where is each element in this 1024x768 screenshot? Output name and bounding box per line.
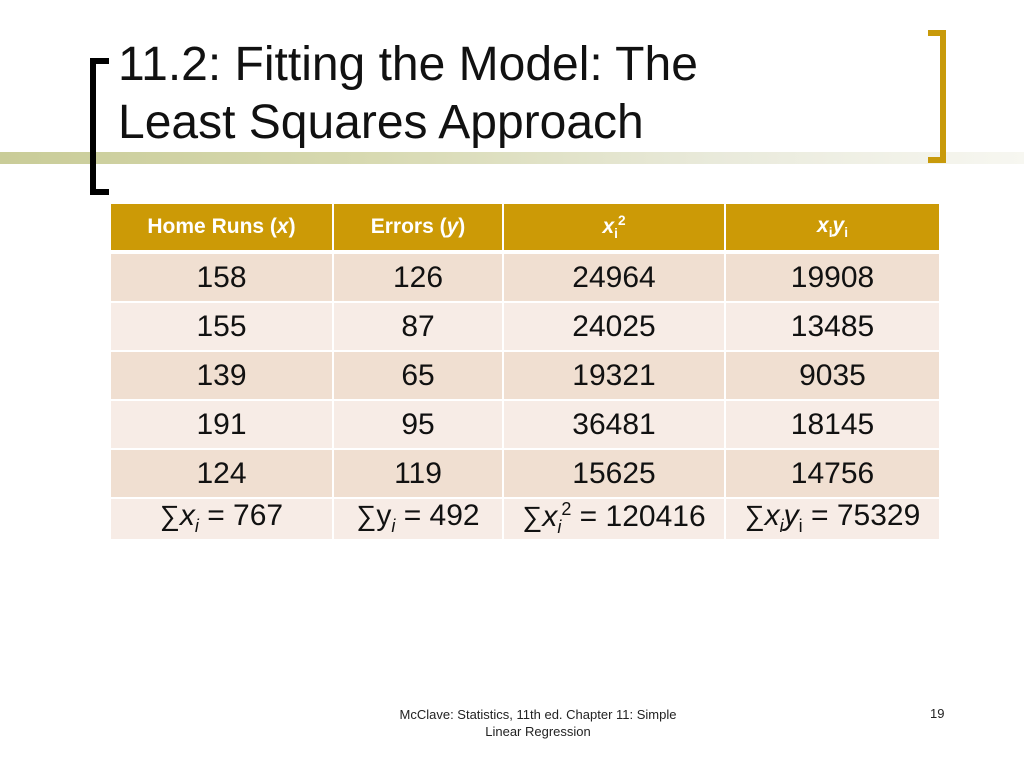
cell-home-runs: 191	[111, 400, 334, 450]
cell-home-runs: 139	[111, 351, 334, 401]
cell-x-squared: 36481	[503, 400, 726, 450]
header-x-squared: xi2	[503, 204, 726, 254]
footer-line2: Linear Regression	[485, 724, 591, 739]
cell-x-squared: 19321	[503, 351, 726, 401]
cell-errors: 65	[333, 351, 504, 401]
header-home-runs: Home Runs (x)	[111, 204, 334, 254]
table-header-row: Home Runs (x) Errors (y) xi2 xiyi	[111, 204, 939, 254]
table-row: 155 87 24025 13485	[111, 302, 939, 352]
slide-title-line2: Least Squares Approach	[118, 96, 644, 149]
table-row: 124 119 15625 14756	[111, 449, 939, 499]
slide-title: 11.2: Fitting the Model: The Least Squar…	[118, 36, 918, 152]
table-row: 139 65 19321 9035	[111, 351, 939, 401]
cell-errors: 126	[333, 252, 504, 303]
cell-x-squared: 15625	[503, 449, 726, 499]
cell-home-runs: 124	[111, 449, 334, 499]
cell-xy-product: 13485	[725, 302, 939, 352]
cell-xy-product: 9035	[725, 351, 939, 401]
data-table: Home Runs (x) Errors (y) xi2 xiyi 158 12…	[111, 204, 939, 541]
cell-errors: 119	[333, 449, 504, 499]
sum-y: ∑yi = 492	[333, 498, 504, 541]
footer-line1: McClave: Statistics, 11th ed. Chapter 11…	[399, 707, 677, 722]
footer-citation: McClave: Statistics, 11th ed. Chapter 11…	[378, 706, 698, 740]
sum-x: ∑xi = 767	[111, 498, 334, 541]
table-row: 191 95 36481 18145	[111, 400, 939, 450]
totals-row: ∑xi = 767 ∑yi = 492 ∑xi2 = 120416 ∑xiyi …	[111, 498, 939, 541]
slide-title-line1: 11.2: Fitting the Model: The	[118, 38, 698, 91]
cell-xy-product: 18145	[725, 400, 939, 450]
sum-x-squared: ∑xi2 = 120416	[503, 498, 726, 541]
cell-xy-product: 14756	[725, 449, 939, 499]
right-bracket-decoration	[928, 30, 946, 163]
page-number: 19	[930, 706, 945, 721]
title-stripe	[0, 152, 1024, 164]
cell-home-runs: 158	[111, 252, 334, 303]
left-bracket-decoration	[90, 58, 109, 195]
cell-home-runs: 155	[111, 302, 334, 352]
table-row: 158 126 24964 19908	[111, 252, 939, 303]
header-xy-product: xiyi	[725, 204, 939, 254]
header-errors: Errors (y)	[333, 204, 504, 254]
cell-x-squared: 24025	[503, 302, 726, 352]
cell-errors: 95	[333, 400, 504, 450]
cell-errors: 87	[333, 302, 504, 352]
cell-x-squared: 24964	[503, 252, 726, 303]
cell-xy-product: 19908	[725, 252, 939, 303]
sum-xy: ∑xiyi = 75329	[725, 498, 939, 541]
